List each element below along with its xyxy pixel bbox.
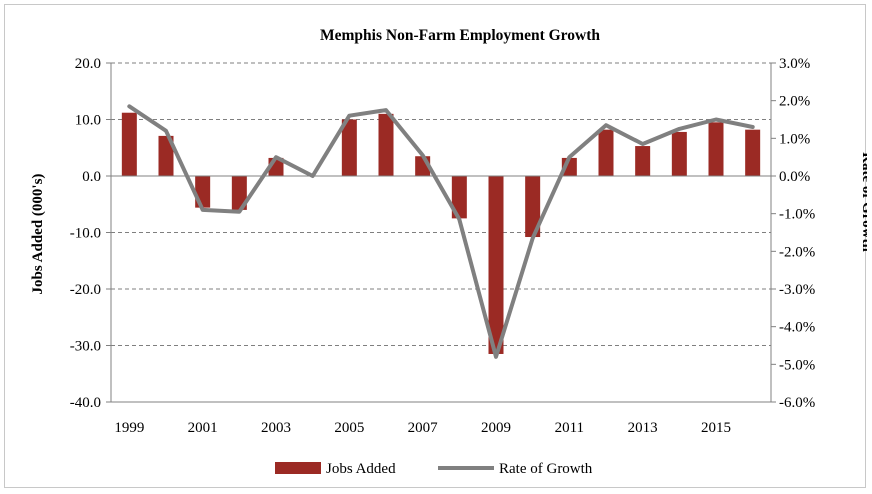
bar-jobs-added-2009 bbox=[488, 176, 504, 354]
y-right-tick-label: 1.0% bbox=[779, 131, 810, 147]
y-axis-right-label: Rate of Growth bbox=[859, 152, 867, 252]
x-tick-label: 2003 bbox=[261, 420, 291, 436]
bar-jobs-added-1999 bbox=[121, 112, 137, 176]
y-right-tick-label: -1.0% bbox=[779, 207, 815, 223]
employment-chart: Memphis Non-Farm Employment Growth 20.0 1… bbox=[30, 27, 867, 477]
bar-jobs-added-2014 bbox=[671, 131, 687, 176]
y-right-tick-label: -6.0% bbox=[779, 395, 815, 411]
bar-jobs-added-2013 bbox=[635, 146, 651, 176]
bar-series bbox=[121, 112, 761, 354]
x-tick-label: 2013 bbox=[628, 420, 658, 436]
tick-labels: 20.0 10.0 0.0 -10.0 -20.0 -30.0 -40.0 3.0% 2.0% 1… bbox=[70, 56, 816, 436]
bar-jobs-added-2005 bbox=[341, 119, 357, 176]
bar-jobs-added-2006 bbox=[378, 113, 394, 176]
x-tick-label: 2015 bbox=[701, 420, 731, 436]
legend: Jobs Added Rate of Growth bbox=[275, 461, 593, 477]
chart-frame: Memphis Non-Farm Employment Growth 20.0 1… bbox=[4, 4, 867, 488]
y-left-tick-label: 20.0 bbox=[75, 56, 101, 72]
y-left-tick-label: -20.0 bbox=[70, 282, 101, 298]
bar-jobs-added-2002 bbox=[231, 176, 247, 210]
bar-jobs-added-2000 bbox=[158, 135, 174, 176]
y-right-tick-label: 3.0% bbox=[779, 56, 810, 72]
y-right-tick-label: -3.0% bbox=[779, 282, 815, 298]
bar-jobs-added-2016 bbox=[745, 129, 761, 176]
y-left-tick-label: 0.0 bbox=[82, 169, 101, 185]
y-right-tick-label: 0.0% bbox=[779, 169, 810, 185]
y-left-tick-label: -10.0 bbox=[70, 226, 101, 242]
y-left-tick-label: 10.0 bbox=[75, 113, 101, 129]
y-right-tick-label: -2.0% bbox=[779, 244, 815, 260]
x-tick-label: 2005 bbox=[334, 420, 364, 436]
y-left-tick-label: -30.0 bbox=[70, 339, 101, 355]
x-tick-label: 2009 bbox=[481, 420, 511, 436]
grid-lines bbox=[111, 62, 771, 346]
bar-jobs-added-2015 bbox=[708, 122, 724, 176]
axes bbox=[106, 62, 776, 403]
legend-swatch-jobs-added bbox=[275, 462, 321, 474]
line-rate-of-growth bbox=[127, 104, 755, 359]
x-tick-label: 2011 bbox=[555, 420, 584, 436]
x-tick-label: 2007 bbox=[408, 420, 439, 436]
y-right-tick-label: 2.0% bbox=[779, 94, 810, 110]
y-right-tick-label: -5.0% bbox=[779, 357, 815, 373]
legend-label-jobs-added: Jobs Added bbox=[326, 461, 396, 477]
line-series bbox=[127, 104, 755, 359]
y-left-tick-label: -40.0 bbox=[70, 395, 101, 411]
chart-title: Memphis Non-Farm Employment Growth bbox=[320, 27, 600, 44]
legend-label-rate-of-growth: Rate of Growth bbox=[499, 461, 593, 477]
y-right-tick-label: -4.0% bbox=[779, 320, 815, 336]
bar-jobs-added-2010 bbox=[525, 176, 541, 238]
x-tick-label: 1999 bbox=[114, 420, 144, 436]
bar-jobs-added-2012 bbox=[598, 129, 614, 176]
x-tick-label: 2001 bbox=[188, 420, 218, 436]
y-axis-left-label: Jobs Added (000's) bbox=[30, 174, 46, 295]
bar-jobs-added-2008 bbox=[451, 176, 467, 219]
